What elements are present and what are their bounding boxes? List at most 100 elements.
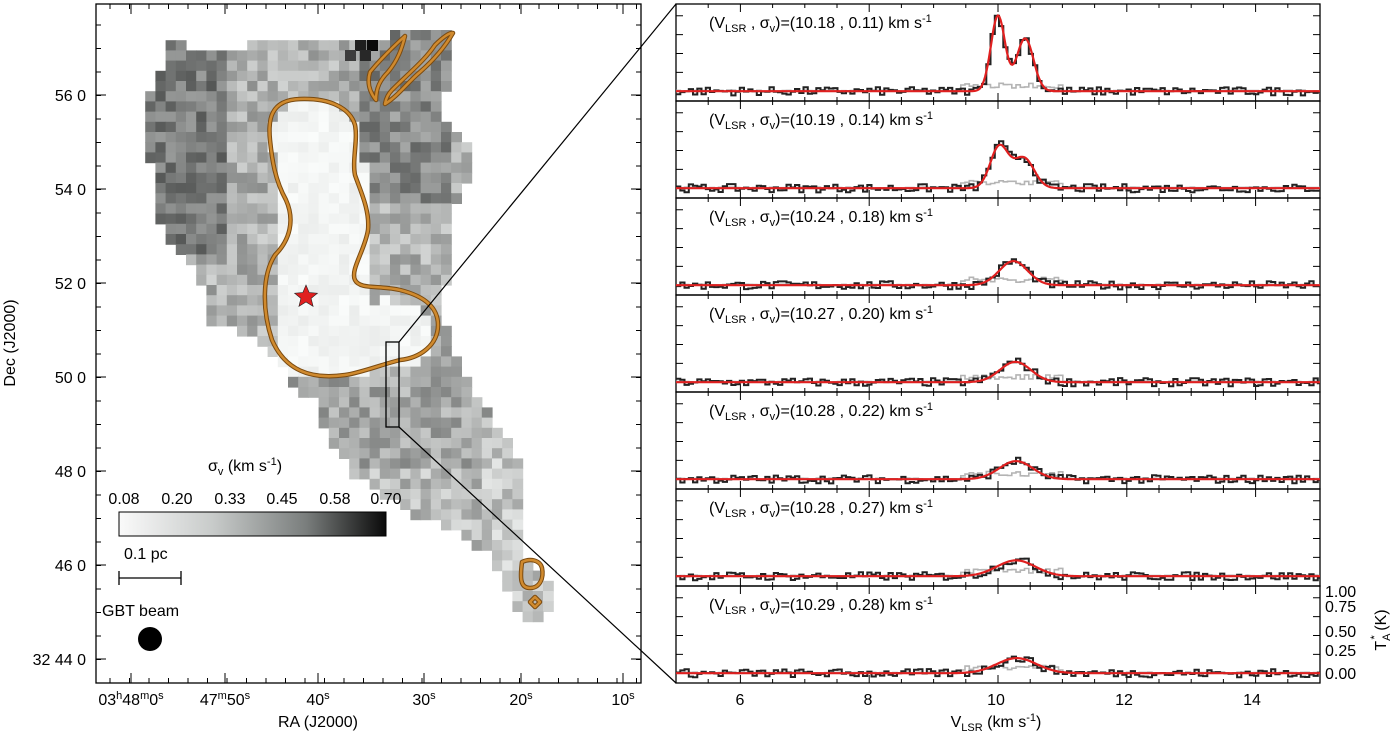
spectra-x-tick: 6 bbox=[736, 692, 745, 709]
map-pixel bbox=[339, 407, 350, 419]
map-pixel bbox=[267, 91, 279, 102]
spectra-y-tick: 1.00 bbox=[1325, 584, 1356, 601]
map-pixel bbox=[390, 478, 401, 490]
spectrum-fit-label: (VLSR , σv)=(10.28 , 0.27) km s-1 bbox=[709, 498, 933, 520]
map-pixel bbox=[543, 591, 554, 602]
map-pixel bbox=[206, 172, 218, 184]
map-pixel bbox=[145, 142, 156, 153]
map-pixel bbox=[328, 223, 340, 235]
map-pixel bbox=[430, 387, 442, 398]
map-pixel bbox=[441, 387, 452, 398]
map-pixel bbox=[288, 315, 299, 327]
spectrum-fit-label: (VLSR , σv)=(10.28 , 0.22) km s-1 bbox=[709, 401, 933, 423]
map-pixel bbox=[267, 40, 279, 51]
map-pixel bbox=[369, 213, 381, 225]
map-pixel bbox=[359, 427, 371, 439]
map-pixel bbox=[410, 407, 422, 419]
map-pixel bbox=[369, 244, 381, 255]
map-pixel bbox=[257, 213, 269, 225]
map-pixel bbox=[237, 244, 248, 255]
map-pixel bbox=[420, 121, 432, 133]
map-pixel bbox=[247, 152, 258, 164]
map-pixel bbox=[318, 295, 330, 306]
map-pixel bbox=[175, 81, 187, 92]
map-pixel bbox=[379, 356, 391, 368]
map-pixel bbox=[481, 478, 493, 490]
map-pixel bbox=[451, 397, 462, 408]
map-pixel bbox=[471, 540, 483, 551]
map-pixel bbox=[206, 244, 218, 255]
map-pixel bbox=[471, 499, 483, 510]
map-pixel bbox=[318, 50, 330, 62]
map-pixel bbox=[206, 91, 218, 102]
map-pixel bbox=[328, 183, 340, 194]
map-pixel bbox=[277, 40, 289, 51]
map-pixel bbox=[257, 91, 269, 102]
map-pixel bbox=[318, 132, 330, 143]
map-pixel bbox=[318, 213, 330, 225]
map-pixel bbox=[196, 213, 207, 225]
map-pixel bbox=[155, 152, 167, 164]
colorbar-tick: 0.45 bbox=[266, 491, 297, 508]
map-pixel bbox=[441, 142, 452, 153]
map-pixel bbox=[186, 172, 197, 184]
map-pixel bbox=[288, 203, 299, 215]
map-pixel bbox=[390, 70, 401, 82]
map-pixel bbox=[277, 70, 289, 82]
map-pixel bbox=[420, 427, 432, 439]
map-pixel bbox=[379, 285, 391, 296]
map-pixel bbox=[430, 264, 442, 276]
map-pixel bbox=[277, 50, 289, 62]
map-pixel bbox=[277, 91, 289, 102]
map-pixel bbox=[379, 346, 391, 357]
map-pixel bbox=[257, 81, 269, 92]
map-pixel bbox=[257, 234, 269, 245]
map-pixel bbox=[400, 356, 411, 368]
map-pixel bbox=[155, 81, 167, 92]
map-pixel bbox=[237, 203, 248, 215]
spectrum-panel-frame bbox=[675, 294, 1321, 393]
map-pixel bbox=[339, 448, 350, 459]
map-pixel bbox=[145, 132, 156, 143]
map-pixel bbox=[339, 142, 350, 153]
map-pixel bbox=[206, 274, 218, 286]
map-pixel bbox=[349, 40, 360, 51]
map-pixel bbox=[522, 560, 534, 572]
map-pixel bbox=[339, 397, 350, 408]
map-pixel bbox=[237, 305, 248, 317]
map-pixel bbox=[451, 183, 462, 194]
spectrum-panel-frame bbox=[675, 391, 1321, 490]
map-pixel bbox=[369, 223, 381, 235]
map-pixel bbox=[308, 121, 320, 133]
map-pixel bbox=[369, 346, 381, 357]
map-pixel bbox=[247, 244, 258, 255]
map-pixel bbox=[339, 356, 350, 368]
map-pixel bbox=[339, 325, 350, 337]
map-pixel bbox=[226, 315, 238, 327]
map-pixel bbox=[441, 132, 452, 143]
map-pixel bbox=[430, 295, 442, 306]
map-pixel bbox=[420, 509, 432, 521]
map-pixel bbox=[247, 325, 258, 337]
map-pixel bbox=[308, 142, 320, 153]
map-pixel bbox=[420, 91, 432, 102]
map-pixel bbox=[186, 244, 197, 255]
map-pixel bbox=[328, 70, 340, 82]
map-pixel bbox=[430, 478, 442, 490]
map-frame bbox=[95, 3, 642, 684]
map-pixel bbox=[328, 111, 340, 123]
map-pixel bbox=[390, 254, 401, 266]
spectrum-panel-frame bbox=[675, 100, 1321, 199]
map-pixel bbox=[206, 203, 218, 215]
map-pixel bbox=[369, 70, 381, 82]
map-pixel bbox=[420, 438, 432, 449]
map-pixel bbox=[175, 223, 187, 235]
map-pixel bbox=[216, 315, 228, 327]
map-pixel bbox=[288, 172, 299, 184]
map-pixel bbox=[328, 172, 340, 184]
map-pixel bbox=[277, 60, 289, 72]
colorbar-tick: 0.70 bbox=[370, 491, 401, 508]
map-pixel bbox=[339, 132, 350, 143]
map-pixel bbox=[267, 132, 279, 143]
map-pixel bbox=[308, 183, 320, 194]
